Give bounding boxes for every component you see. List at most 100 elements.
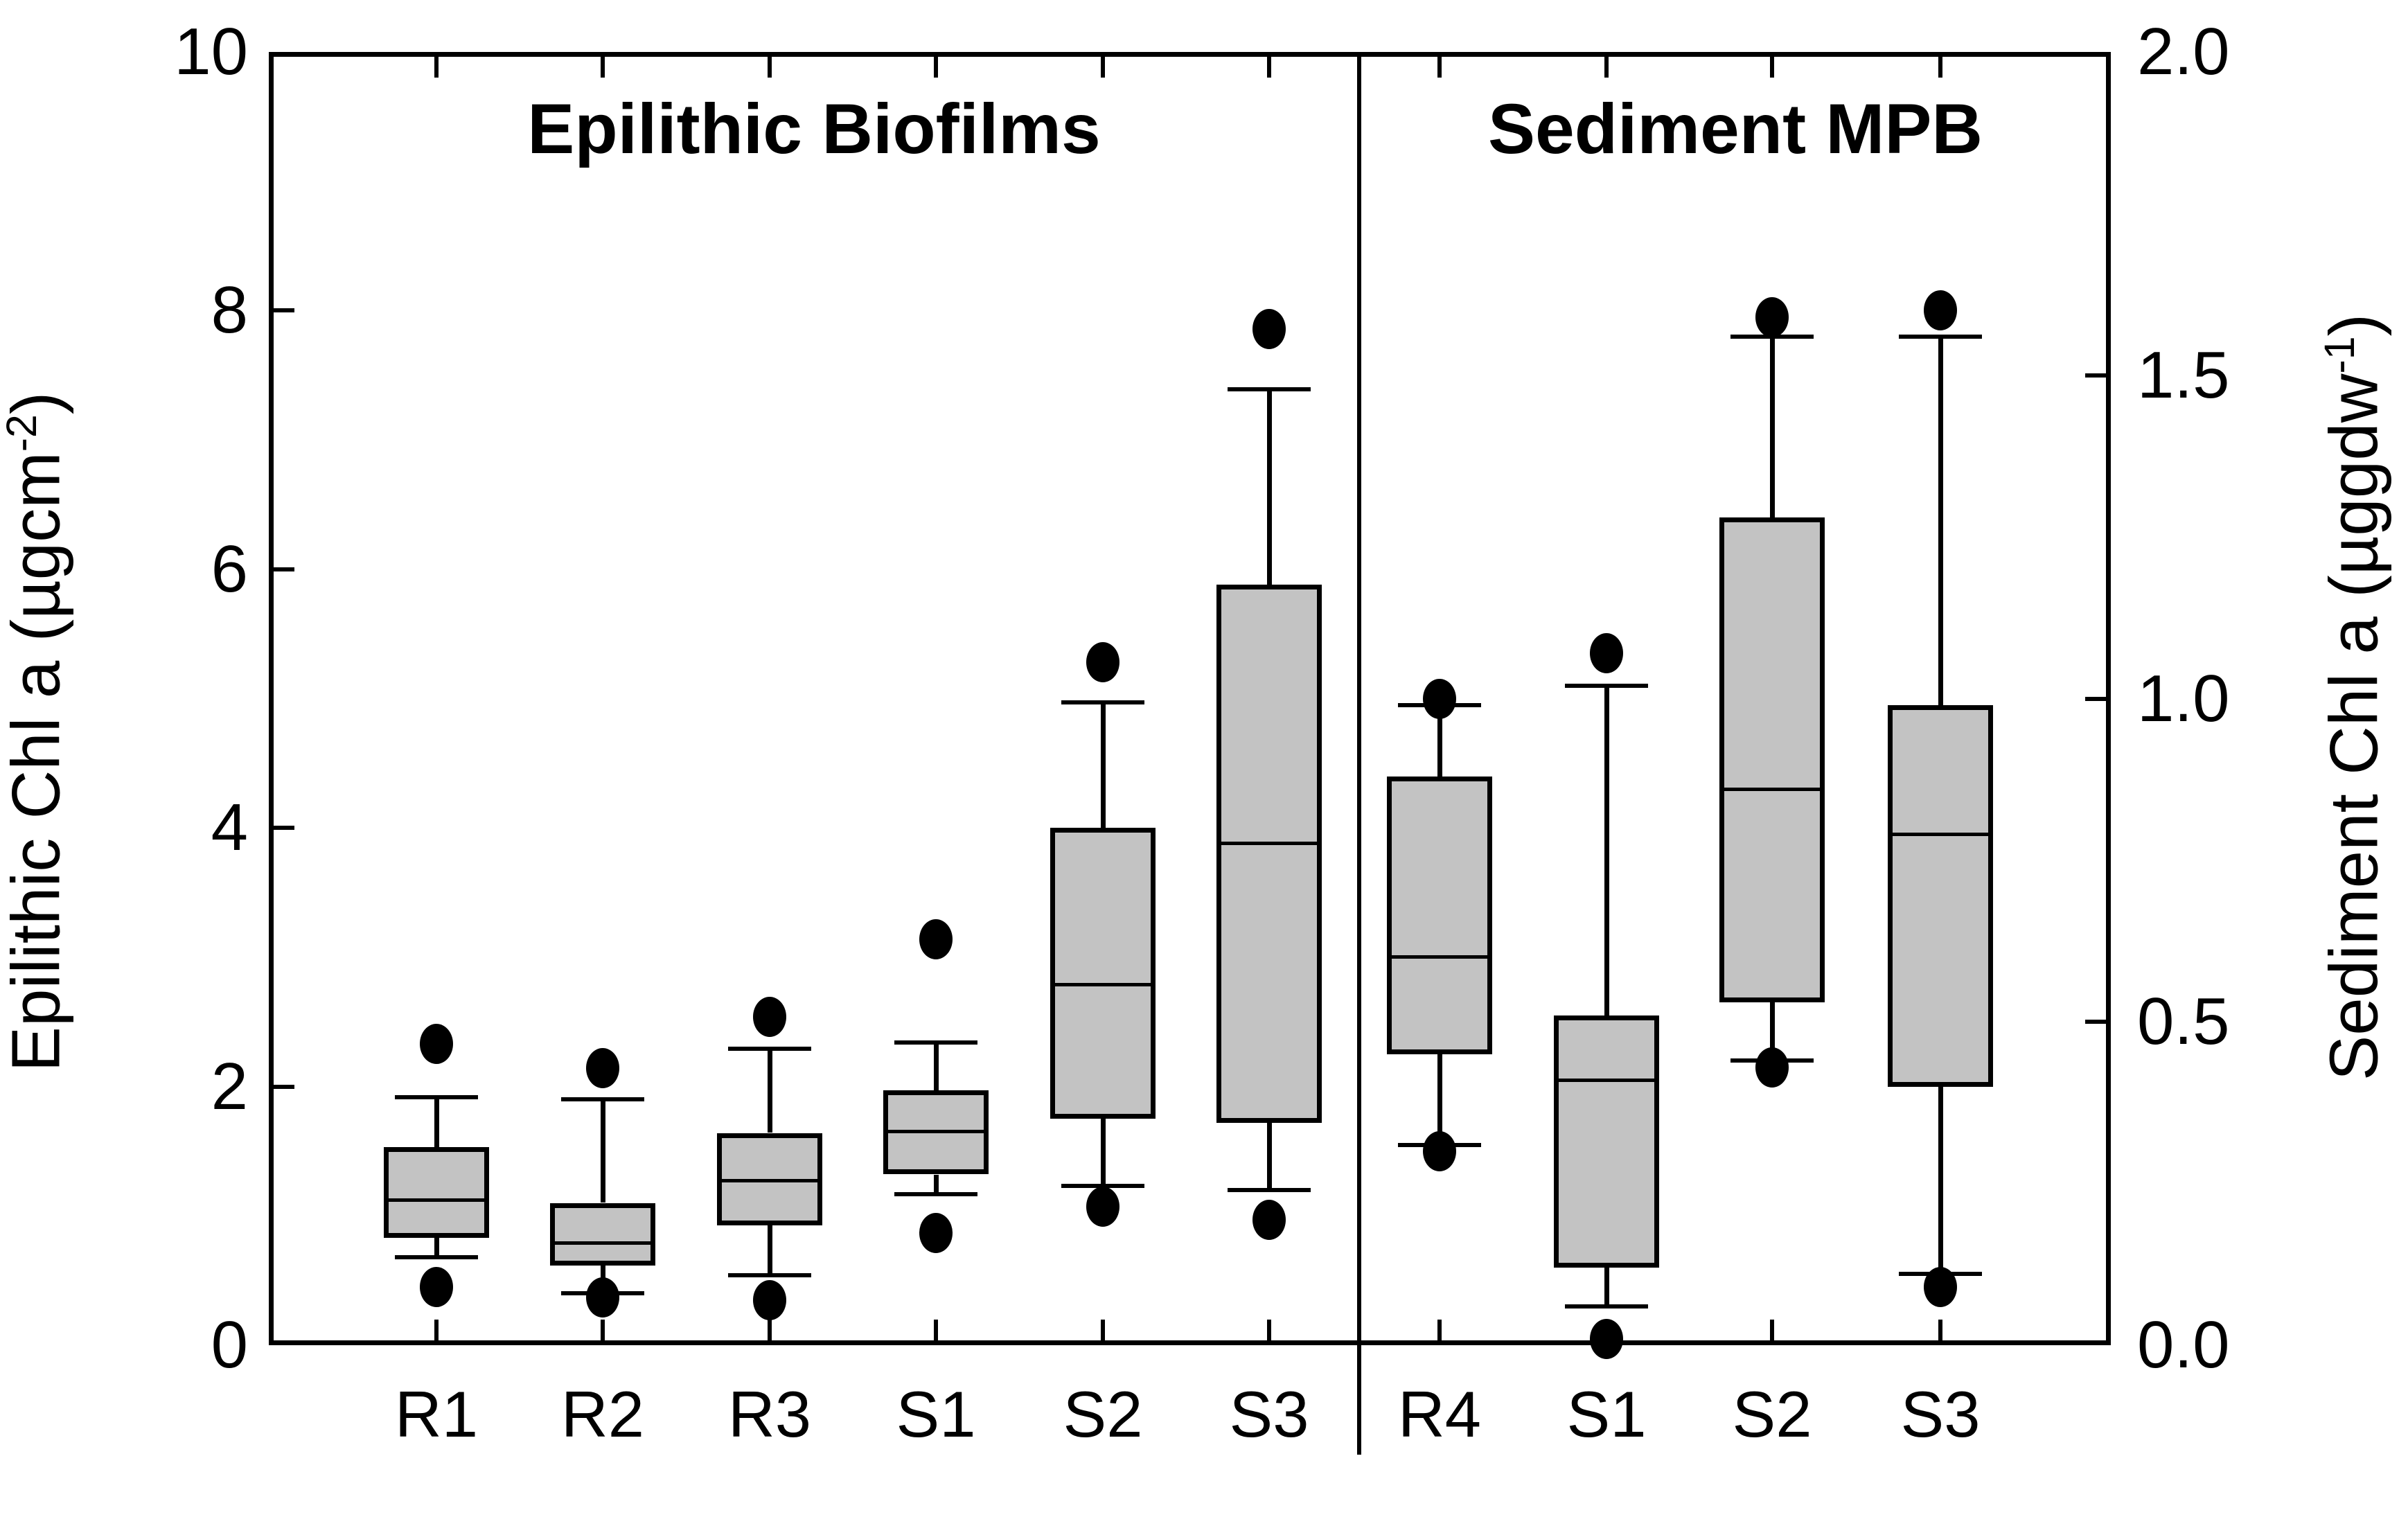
- top-category-tick-epilithic-S2: [1101, 57, 1105, 78]
- bottom-category-tick-epilithic-S1: [934, 1320, 938, 1340]
- top-category-tick-sediment-S2: [1770, 57, 1774, 78]
- left-y-axis-label-close: ): [0, 391, 74, 415]
- outlier-dot-epilithic-R3-1: [753, 997, 786, 1037]
- outlier-dot-sediment-R4-0: [1423, 1131, 1456, 1171]
- box-sediment-S3: [1888, 705, 1993, 1087]
- upper-whisker-cap-sediment-S1: [1565, 684, 1648, 688]
- bottom-category-tick-sediment-S3: [1938, 1320, 1942, 1340]
- lower-whisker-sediment-R4: [1437, 1054, 1442, 1145]
- category-label-epilithic-R1: R1: [394, 1378, 479, 1451]
- upper-whisker-sediment-R4: [1437, 705, 1442, 777]
- lower-whisker-cap-epilithic-R3: [728, 1273, 811, 1277]
- right-axis-tick-label-0.5: 0.5: [2137, 984, 2230, 1058]
- category-label-sediment-R4: R4: [1397, 1378, 1482, 1451]
- outlier-dot-sediment-S3-1: [1924, 290, 1957, 330]
- outlier-dot-epilithic-S2-0: [1086, 1187, 1119, 1227]
- median-line-epilithic-S3: [1221, 842, 1317, 845]
- outlier-dot-sediment-S1-0: [1590, 1319, 1623, 1359]
- outlier-dot-epilithic-S1-1: [919, 919, 953, 959]
- right-axis-tick-1.0: [2085, 697, 2106, 701]
- upper-whisker-epilithic-S2: [1101, 702, 1106, 828]
- outlier-dot-sediment-S1-1: [1590, 633, 1623, 673]
- outlier-dot-epilithic-R1-1: [420, 1024, 453, 1064]
- upper-whisker-epilithic-R2: [601, 1099, 605, 1203]
- lower-whisker-cap-epilithic-S3: [1228, 1188, 1311, 1192]
- lower-whisker-cap-epilithic-R1: [395, 1255, 478, 1259]
- panel-title-epilithic: Epilithic Biofilms: [527, 89, 1101, 168]
- upper-whisker-sediment-S1: [1604, 686, 1609, 1015]
- median-line-sediment-S3: [1893, 833, 1988, 836]
- category-label-epilithic-S3: S3: [1229, 1378, 1309, 1451]
- outlier-dot-epilithic-S1-0: [919, 1213, 953, 1253]
- upper-whisker-cap-epilithic-S1: [894, 1040, 977, 1045]
- right-axis-tick-0.5: [2085, 1020, 2106, 1024]
- plot-area: [269, 52, 2111, 1345]
- lower-whisker-sediment-S2: [1770, 1002, 1775, 1061]
- outlier-dot-epilithic-S2-1: [1086, 642, 1119, 682]
- left-axis-tick-label-8: 8: [211, 273, 248, 347]
- outlier-dot-sediment-R4-1: [1423, 679, 1456, 719]
- bottom-category-tick-epilithic-R2: [601, 1320, 605, 1340]
- box-sediment-S2: [1719, 517, 1825, 1002]
- lower-whisker-epilithic-R3: [768, 1225, 772, 1275]
- lower-whisker-sediment-S1: [1604, 1268, 1609, 1306]
- category-label-sediment-S3: S3: [1900, 1378, 1981, 1451]
- bottom-category-tick-epilithic-R1: [434, 1320, 439, 1340]
- top-category-tick-sediment-R4: [1437, 57, 1442, 78]
- upper-whisker-cap-epilithic-S2: [1061, 700, 1144, 704]
- median-line-epilithic-S2: [1055, 983, 1151, 986]
- median-line-epilithic-R2: [555, 1241, 650, 1245]
- right-axis-tick-label-0.0: 0.0: [2137, 1308, 2230, 1382]
- upper-whisker-cap-epilithic-R2: [561, 1097, 644, 1101]
- median-line-epilithic-R3: [722, 1179, 817, 1182]
- left-axis-tick-4: [274, 826, 294, 830]
- median-line-epilithic-R1: [389, 1198, 484, 1202]
- top-category-tick-sediment-S3: [1938, 57, 1942, 78]
- upper-whisker-epilithic-S1: [934, 1043, 939, 1090]
- bottom-category-tick-sediment-S2: [1770, 1320, 1774, 1340]
- panel-title-sediment: Sediment MPB: [1487, 89, 1983, 168]
- box-epilithic-S3: [1216, 585, 1322, 1123]
- bottom-category-tick-epilithic-S3: [1267, 1320, 1271, 1340]
- box-sediment-R4: [1387, 777, 1492, 1054]
- median-line-epilithic-S1: [888, 1130, 984, 1133]
- upper-whisker-epilithic-S3: [1267, 389, 1272, 585]
- lower-whisker-cap-epilithic-S2: [1061, 1184, 1144, 1188]
- left-axis-tick-label-6: 6: [211, 532, 248, 606]
- upper-whisker-cap-sediment-S3: [1899, 335, 1982, 339]
- box-epilithic-R1: [384, 1147, 489, 1238]
- lower-whisker-sediment-S3: [1938, 1087, 1943, 1275]
- upper-whisker-epilithic-R3: [768, 1049, 772, 1133]
- upper-whisker-cap-epilithic-R1: [395, 1095, 478, 1099]
- left-axis-tick-2: [274, 1085, 294, 1089]
- upper-whisker-epilithic-R1: [434, 1097, 439, 1148]
- outlier-dot-sediment-S2-1: [1755, 297, 1789, 337]
- left-y-axis-label-text: Epilithic Chl a (µgcm: [0, 452, 74, 1072]
- lower-whisker-cap-sediment-S1: [1565, 1304, 1648, 1308]
- median-line-sediment-S1: [1559, 1079, 1654, 1082]
- upper-whisker-sediment-S3: [1938, 337, 1943, 705]
- right-axis-tick-label-2.0: 2.0: [2137, 15, 2230, 89]
- panel-divider-line: [1357, 52, 1361, 1455]
- category-label-epilithic-S1: S1: [896, 1378, 976, 1451]
- box-epilithic-S2: [1050, 828, 1156, 1119]
- right-y-axis-label-close: ): [2315, 313, 2392, 337]
- category-label-sediment-S1: S1: [1566, 1378, 1647, 1451]
- median-line-sediment-S2: [1724, 788, 1820, 791]
- right-axis-tick-1.5: [2085, 373, 2106, 378]
- right-axis-tick-label-1.0: 1.0: [2137, 662, 2230, 736]
- upper-whisker-cap-epilithic-S3: [1228, 387, 1311, 391]
- upper-whisker-sediment-S2: [1770, 337, 1775, 517]
- top-category-tick-sediment-S1: [1604, 57, 1609, 78]
- box-epilithic-R2: [550, 1203, 655, 1266]
- bottom-category-tick-epilithic-S2: [1101, 1320, 1105, 1340]
- bottom-category-tick-sediment-R4: [1437, 1320, 1442, 1340]
- left-axis-tick-label-10: 10: [174, 15, 248, 89]
- upper-whisker-cap-epilithic-R3: [728, 1047, 811, 1051]
- left-y-axis-label: Epilithic Chl a (µgcm-2): [0, 178, 76, 1286]
- lower-whisker-epilithic-S2: [1101, 1119, 1106, 1186]
- left-axis-tick-8: [274, 308, 294, 312]
- top-category-tick-epilithic-S1: [934, 57, 938, 78]
- outlier-dot-epilithic-R2-1: [586, 1048, 619, 1088]
